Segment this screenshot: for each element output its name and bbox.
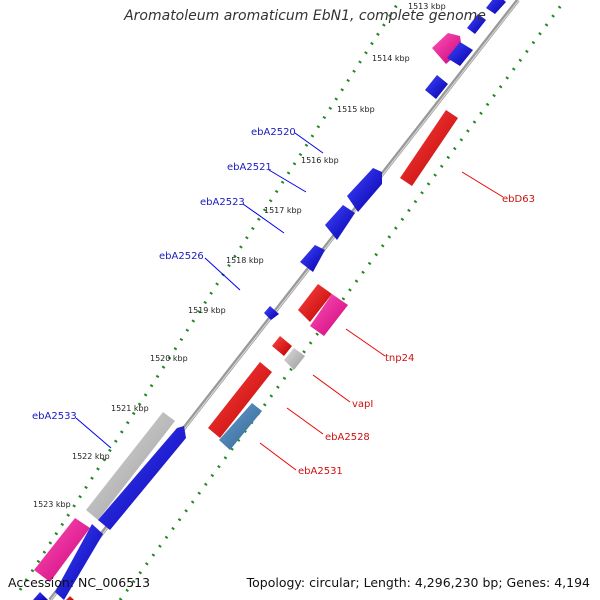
kbp-label: 1518 kbp bbox=[226, 256, 264, 265]
gene-arrow[interactable] bbox=[300, 245, 325, 272]
gene-arrow[interactable] bbox=[425, 75, 448, 99]
label-leader bbox=[294, 132, 324, 154]
gene-arrow[interactable] bbox=[86, 412, 175, 520]
gene-arrow[interactable] bbox=[55, 524, 103, 600]
gene-label-tnp24[interactable]: tnp24 bbox=[385, 353, 414, 364]
label-leader bbox=[204, 257, 241, 291]
label-leader bbox=[75, 417, 112, 449]
outer-dotted-track bbox=[18, 0, 402, 591]
gene-label-ebA2533[interactable]: ebA2533 bbox=[32, 411, 77, 422]
genome-summary-text: Topology: circular; Length: 4,296,230 bp… bbox=[246, 575, 590, 590]
label-leader bbox=[268, 169, 307, 193]
gene-label-ebA2521[interactable]: ebA2521 bbox=[227, 162, 272, 173]
gene-arrow[interactable] bbox=[467, 14, 486, 34]
gene-arrow[interactable] bbox=[284, 348, 305, 370]
label-leader bbox=[312, 374, 351, 403]
genome-title: Aromatoleum aromaticum EbN1, complete ge… bbox=[124, 8, 486, 24]
label-leader bbox=[242, 203, 285, 234]
gene-label-ebA2531[interactable]: ebA2531 bbox=[298, 466, 343, 477]
gene-arrow[interactable] bbox=[33, 592, 48, 600]
label-leader bbox=[345, 328, 386, 357]
gene-arrow[interactable] bbox=[310, 294, 348, 336]
kbp-label: 1520 kbp bbox=[150, 354, 188, 363]
kbp-label: 1516 kbp bbox=[301, 156, 339, 165]
gene-arrow[interactable] bbox=[208, 362, 272, 438]
gene-arrow[interactable] bbox=[347, 168, 382, 212]
label-leader bbox=[461, 171, 504, 198]
kbp-label: 1513 kbp bbox=[408, 2, 446, 11]
label-leader bbox=[286, 407, 324, 435]
gene-label-ebA2520[interactable]: ebA2520 bbox=[251, 127, 296, 138]
forward-strand-genes bbox=[33, 0, 506, 600]
gene-arrow[interactable] bbox=[272, 336, 292, 356]
accession-text: Accession: NC_006513 bbox=[8, 575, 151, 590]
gene-arrow[interactable] bbox=[219, 403, 262, 450]
gene-label-ebA2523[interactable]: ebA2523 bbox=[200, 197, 245, 208]
kbp-label: 1523 kbp bbox=[33, 500, 71, 509]
gene-arrow[interactable] bbox=[264, 306, 279, 320]
label-leader bbox=[259, 442, 297, 471]
gene-arrow[interactable] bbox=[298, 284, 332, 322]
gene-label-ebA2526[interactable]: ebA2526 bbox=[159, 251, 204, 262]
kbp-label: 1517 kbp bbox=[264, 206, 302, 215]
gene-arrow[interactable] bbox=[447, 42, 473, 66]
gene-arrow[interactable] bbox=[400, 110, 458, 186]
gene-label-vapI[interactable]: vapI bbox=[352, 399, 373, 410]
gene-label-ebD63[interactable]: ebD63 bbox=[502, 194, 535, 205]
gene-arrow[interactable] bbox=[66, 596, 74, 600]
gene-label-ebA2528[interactable]: ebA2528 bbox=[325, 432, 370, 443]
kbp-label: 1522 kbp bbox=[72, 452, 110, 461]
kbp-label: 1521 kbp bbox=[111, 404, 149, 413]
gene-arrow[interactable] bbox=[325, 205, 355, 240]
gene-arrow[interactable] bbox=[34, 518, 90, 582]
kbp-label: 1519 kbp bbox=[188, 306, 226, 315]
gene-arrow[interactable] bbox=[98, 426, 186, 530]
kbp-label: 1514 kbp bbox=[372, 54, 410, 63]
kbp-label: 1515 kbp bbox=[337, 105, 375, 114]
gene-arrow[interactable] bbox=[486, 0, 506, 14]
reverse-strand-genes bbox=[66, 110, 458, 600]
